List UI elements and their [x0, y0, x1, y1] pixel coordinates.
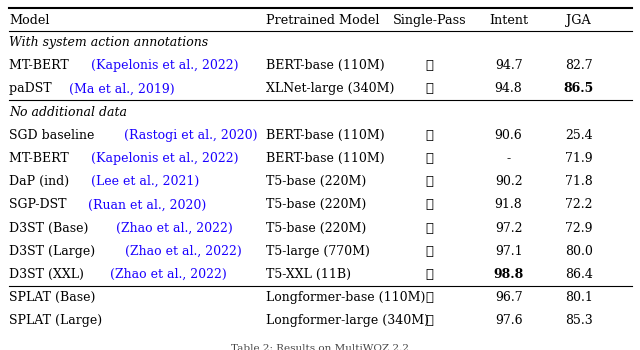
- Text: ✗: ✗: [426, 175, 434, 188]
- Text: 91.8: 91.8: [495, 198, 522, 211]
- Text: ✗: ✗: [426, 129, 434, 142]
- Text: 98.8: 98.8: [493, 268, 524, 281]
- Text: 97.6: 97.6: [495, 314, 522, 327]
- Text: 25.4: 25.4: [565, 129, 593, 142]
- Text: ✓: ✓: [426, 291, 434, 304]
- Text: D3ST (Base): D3ST (Base): [9, 222, 92, 235]
- Text: Model: Model: [9, 14, 49, 27]
- Text: SPLAT (Base): SPLAT (Base): [9, 291, 95, 304]
- Text: 85.3: 85.3: [565, 314, 593, 327]
- Text: ✗: ✗: [426, 83, 434, 96]
- Text: 80.1: 80.1: [564, 291, 593, 304]
- Text: ✓: ✓: [426, 314, 434, 327]
- Text: (Kapelonis et al., 2022): (Kapelonis et al., 2022): [91, 152, 239, 165]
- Text: (Ruan et al., 2020): (Ruan et al., 2020): [88, 198, 206, 211]
- Text: T5-large (770M): T5-large (770M): [266, 245, 370, 258]
- Text: T5-base (220M): T5-base (220M): [266, 222, 366, 235]
- Text: T5-XXL (11B): T5-XXL (11B): [266, 268, 351, 281]
- Text: Longformer-base (110M): Longformer-base (110M): [266, 291, 425, 304]
- Text: 96.7: 96.7: [495, 291, 522, 304]
- Text: DaP (ind): DaP (ind): [9, 175, 73, 188]
- Text: 94.8: 94.8: [495, 83, 522, 96]
- Text: With system action annotations: With system action annotations: [9, 36, 208, 49]
- Text: XLNet-large (340M): XLNet-large (340M): [266, 83, 394, 96]
- Text: 86.5: 86.5: [564, 83, 594, 96]
- Text: JGA: JGA: [566, 14, 591, 27]
- Text: Table 2: Results on MultiWOZ 2.2: Table 2: Results on MultiWOZ 2.2: [231, 344, 409, 350]
- Text: (Zhao et al., 2022): (Zhao et al., 2022): [125, 245, 241, 258]
- Text: 71.8: 71.8: [565, 175, 593, 188]
- Text: MT-BERT: MT-BERT: [9, 152, 73, 165]
- Text: 72.9: 72.9: [565, 222, 593, 235]
- Text: BERT-base (110M): BERT-base (110M): [266, 59, 385, 72]
- Text: Longformer-large (340M): Longformer-large (340M): [266, 314, 429, 327]
- Text: (Ma et al., 2019): (Ma et al., 2019): [69, 83, 175, 96]
- Text: 97.2: 97.2: [495, 222, 522, 235]
- Text: 86.4: 86.4: [564, 268, 593, 281]
- Text: 71.9: 71.9: [565, 152, 593, 165]
- Text: ✗: ✗: [426, 198, 434, 211]
- Text: ✓: ✓: [426, 268, 434, 281]
- Text: No additional data: No additional data: [9, 106, 127, 119]
- Text: -: -: [506, 152, 511, 165]
- Text: ✗: ✗: [426, 59, 434, 72]
- Text: SGD baseline: SGD baseline: [9, 129, 99, 142]
- Text: SPLAT (Large): SPLAT (Large): [9, 314, 102, 327]
- Text: Intent: Intent: [489, 14, 528, 27]
- Text: (Lee et al., 2021): (Lee et al., 2021): [92, 175, 200, 188]
- Text: 72.2: 72.2: [565, 198, 593, 211]
- Text: T5-base (220M): T5-base (220M): [266, 175, 366, 188]
- Text: (Rastogi et al., 2020): (Rastogi et al., 2020): [124, 129, 257, 142]
- Text: 80.0: 80.0: [564, 245, 593, 258]
- Text: (Zhao et al., 2022): (Zhao et al., 2022): [110, 268, 227, 281]
- Text: 97.1: 97.1: [495, 245, 522, 258]
- Text: 90.2: 90.2: [495, 175, 522, 188]
- Text: (Kapelonis et al., 2022): (Kapelonis et al., 2022): [91, 59, 239, 72]
- Text: D3ST (Large): D3ST (Large): [9, 245, 99, 258]
- Text: MT-BERT: MT-BERT: [9, 59, 73, 72]
- Text: SGP-DST: SGP-DST: [9, 198, 70, 211]
- Text: BERT-base (110M): BERT-base (110M): [266, 152, 385, 165]
- Text: 94.7: 94.7: [495, 59, 522, 72]
- Text: (Zhao et al., 2022): (Zhao et al., 2022): [116, 222, 233, 235]
- Text: ✗: ✗: [426, 152, 434, 165]
- Text: T5-base (220M): T5-base (220M): [266, 198, 366, 211]
- Text: 82.7: 82.7: [565, 59, 593, 72]
- Text: ✓: ✓: [426, 222, 434, 235]
- Text: 90.6: 90.6: [495, 129, 522, 142]
- Text: BERT-base (110M): BERT-base (110M): [266, 129, 385, 142]
- Text: D3ST (XXL): D3ST (XXL): [9, 268, 88, 281]
- Text: Single-Pass: Single-Pass: [393, 14, 467, 27]
- Text: paDST: paDST: [9, 83, 56, 96]
- Text: Pretrained Model: Pretrained Model: [266, 14, 380, 27]
- Text: ✓: ✓: [426, 245, 434, 258]
